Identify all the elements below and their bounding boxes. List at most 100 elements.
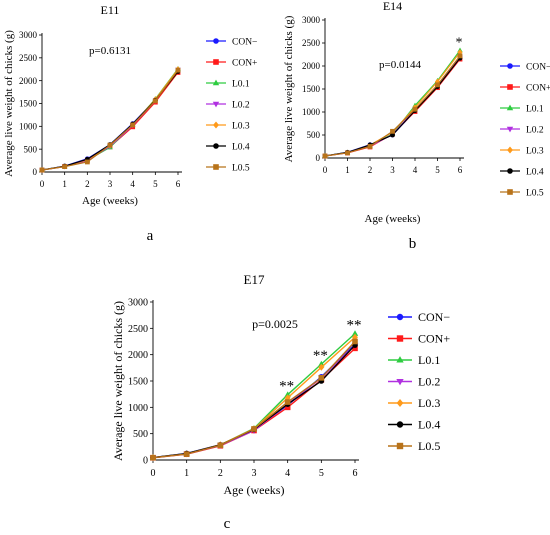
- data-point: [390, 128, 395, 134]
- legend-marker: [213, 143, 219, 149]
- legend-label: CON−: [526, 62, 550, 72]
- x-tick-label: 2: [85, 179, 90, 189]
- chart-title: E14: [383, 0, 402, 13]
- legend-label: L0.3: [232, 121, 250, 131]
- y-tick-label: 1500: [302, 84, 321, 94]
- data-point: [318, 375, 325, 381]
- legend-marker: [507, 63, 513, 69]
- x-tick-label: 6: [353, 468, 358, 479]
- legend-label: L0.2: [232, 100, 250, 110]
- legend-label: CON+: [232, 58, 257, 68]
- y-tick-label: 3000: [302, 15, 321, 25]
- data-point: [183, 451, 190, 457]
- legend-label: L0.3: [418, 396, 440, 410]
- legend-marker: [212, 79, 220, 86]
- legend-marker: [506, 104, 514, 111]
- chart-title: E17: [244, 272, 265, 287]
- chart-title: E11: [101, 3, 120, 17]
- x-tick-label: 0: [151, 468, 156, 479]
- data-point: [217, 442, 224, 449]
- data-point: [62, 164, 68, 170]
- series-CON+: [322, 56, 463, 159]
- x-tick-label: 3: [108, 179, 113, 189]
- legend-marker: [507, 189, 513, 195]
- series-L0.5: [39, 67, 181, 173]
- y-tick-label: 2000: [302, 61, 321, 71]
- series-L0.5: [150, 338, 358, 461]
- legend-label: L0.1: [232, 79, 250, 89]
- legend-label: CON−: [418, 310, 450, 324]
- panel-letter: c: [224, 516, 231, 532]
- legend-label: CON+: [526, 83, 550, 93]
- y-tick-label: 1500: [128, 377, 148, 388]
- y-tick-label: 1000: [128, 403, 148, 414]
- x-tick-label: 1: [184, 468, 189, 479]
- series-CON−: [322, 55, 463, 159]
- legend-label: L0.5: [232, 163, 250, 173]
- legend-label: L0.5: [526, 188, 544, 198]
- legend-marker: [213, 38, 219, 44]
- x-tick-label: 6: [458, 165, 463, 175]
- significance-mark: **: [279, 379, 294, 395]
- series-line: [41, 68, 179, 171]
- legend-label: L0.2: [526, 125, 544, 135]
- legend: CON− CON+ L0.1 L0.2 L0.3 L0.4 L0.5: [388, 310, 450, 453]
- data-point: [130, 122, 136, 128]
- data-point: [352, 338, 358, 345]
- data-point: [345, 150, 350, 156]
- y-tick-label: 2500: [128, 324, 148, 335]
- x-tick-label: 2: [218, 468, 223, 479]
- y-tick-label: 2000: [128, 350, 148, 361]
- legend: CON− CON+ L0.1 L0.2 L0.3 L0.4 L0.5: [206, 37, 257, 173]
- legend-marker: [396, 335, 404, 342]
- panel-letter: b: [409, 236, 417, 252]
- legend-marker: [506, 126, 514, 133]
- y-tick-label: 2500: [19, 53, 38, 63]
- x-tick-label: 6: [176, 179, 181, 189]
- chart-panel-b: E14 0 500 1000 1500 2000 2500 3000 0 1 2 3 4 5 6 Age (w…: [283, 0, 550, 225]
- chart-panel-c: E17 0 500 1000 1500 2000 2500 3000 0 1 2 3 4 5 6 Age (w…: [111, 272, 450, 497]
- series-L0.2: [39, 67, 181, 173]
- y-axis-label: Average live weight of chicks (g): [3, 30, 15, 177]
- legend-label: L0.3: [526, 146, 544, 156]
- data-point: [150, 454, 156, 461]
- data-point: [39, 167, 45, 173]
- x-axis-label: Age (weeks): [365, 213, 421, 225]
- series-L0.4: [322, 55, 463, 159]
- x-tick-label: 5: [153, 179, 158, 189]
- series-L0.4: [39, 69, 181, 173]
- data-point: [457, 53, 463, 59]
- legend-marker: [396, 421, 404, 428]
- legend-marker: [507, 84, 513, 90]
- y-tick-label: 2000: [19, 76, 38, 86]
- legend-marker: [396, 378, 404, 386]
- x-tick-label: 2: [368, 165, 373, 175]
- data-point: [390, 132, 395, 138]
- series-CON+: [39, 70, 181, 173]
- legend-marker: [213, 164, 219, 170]
- y-tick-label: 3000: [128, 298, 148, 309]
- x-tick-label: 4: [413, 165, 418, 175]
- x-tick-label: 1: [62, 179, 67, 189]
- x-axis-label: Age (weeks): [224, 483, 285, 497]
- y-tick-label: 500: [24, 144, 38, 154]
- y-tick-label: 3000: [19, 30, 38, 40]
- data-point: [284, 399, 291, 405]
- significance-mark: **: [313, 348, 328, 364]
- y-tick-label: 500: [133, 429, 148, 440]
- panel-letter: a: [147, 228, 154, 244]
- data-point: [175, 67, 181, 73]
- series-line: [41, 70, 179, 171]
- legend-marker: [507, 146, 513, 154]
- legend-marker: [213, 59, 219, 65]
- legend-label: L0.1: [418, 353, 440, 367]
- data-point: [412, 106, 418, 112]
- legend-marker: [213, 121, 219, 129]
- significance-mark: **: [347, 318, 362, 334]
- y-axis-label: Average live weight of chicks (g): [111, 301, 125, 461]
- y-tick-label: 2500: [302, 38, 321, 48]
- x-axis-label: Age (weeks): [82, 195, 138, 207]
- legend-marker: [396, 442, 404, 450]
- data-point: [318, 363, 325, 371]
